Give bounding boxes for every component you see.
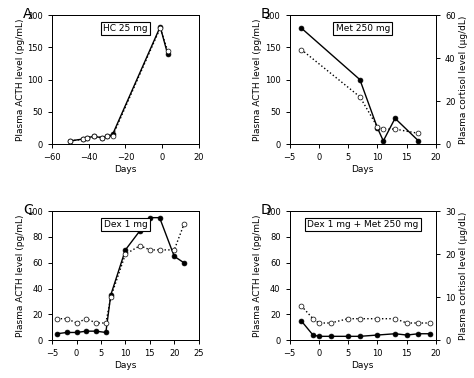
Text: B: B	[260, 8, 270, 22]
X-axis label: Days: Days	[352, 361, 374, 370]
Y-axis label: Plasma ACTH level (pg/mL): Plasma ACTH level (pg/mL)	[253, 214, 262, 337]
Text: C: C	[23, 203, 33, 217]
Y-axis label: Plasma cortisol level (μg/dL): Plasma cortisol level (μg/dL)	[458, 212, 467, 340]
Text: Met 250 mg: Met 250 mg	[336, 24, 390, 33]
Y-axis label: Plasma cortisol level (μg/dL): Plasma cortisol level (μg/dL)	[458, 15, 467, 144]
Text: HC 25 mg: HC 25 mg	[103, 24, 148, 33]
Text: Dex 1 mg + Met 250 mg: Dex 1 mg + Met 250 mg	[307, 220, 419, 229]
Text: Dex 1 mg: Dex 1 mg	[103, 220, 147, 229]
Y-axis label: Plasma ACTH level (pg/mL): Plasma ACTH level (pg/mL)	[16, 19, 25, 141]
X-axis label: Days: Days	[114, 361, 137, 370]
X-axis label: Days: Days	[114, 165, 137, 174]
Y-axis label: Plasma ACTH level (pg/mL): Plasma ACTH level (pg/mL)	[253, 19, 262, 141]
X-axis label: Days: Days	[352, 165, 374, 174]
Y-axis label: Plasma ACTH level (pg/mL): Plasma ACTH level (pg/mL)	[16, 214, 25, 337]
Text: A: A	[23, 8, 32, 22]
Text: D: D	[260, 203, 271, 217]
